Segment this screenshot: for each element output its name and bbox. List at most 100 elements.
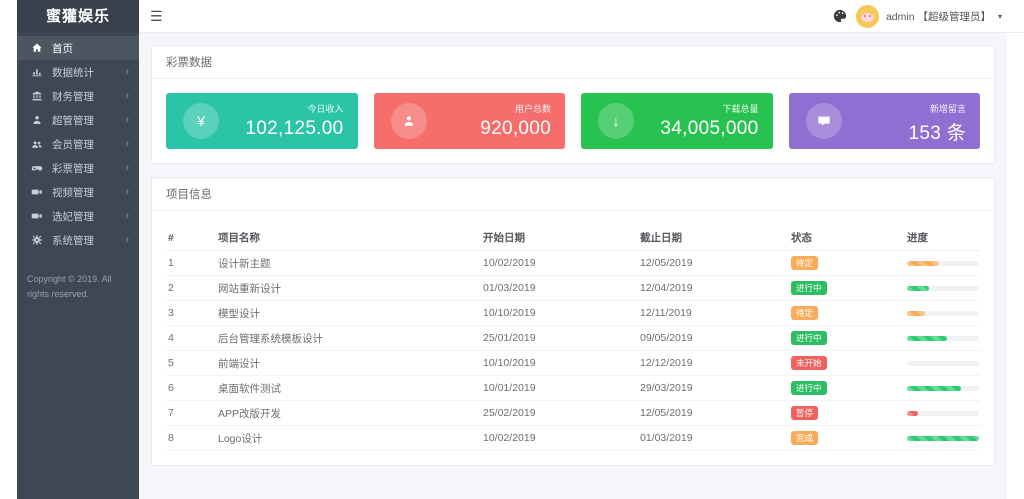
sidebar-item-finance[interactable]: 财务管理 › (17, 84, 139, 108)
sidebar-item-label: 数据统计 (52, 66, 94, 79)
sidebar-menu: 首页 数据统计 › 财务管理 › 超管管理 (17, 33, 139, 252)
table-row: 6 桌面软件测试 10/01/2019 29/03/2019 进行中 (166, 376, 980, 401)
table-row: 3 模型设计 10/10/2019 12/11/2019 待定 (166, 301, 980, 326)
cell-start-date: 10/02/2019 (483, 257, 536, 269)
user-icon (390, 103, 427, 139)
user-menu[interactable]: admin 【超级管理员】 ▾ (855, 4, 1002, 28)
sidebar-item-superadmin[interactable]: 超管管理 › (17, 108, 139, 132)
user-icon (31, 114, 43, 126)
progress-bar (907, 435, 979, 441)
cell-project-name: 前端设计 (218, 357, 260, 370)
projects-table: # 项目名称 开始日期 截止日期 状态 进度 1 设计新主题 10/02/201… (152, 211, 994, 465)
progress-bar (907, 385, 979, 391)
col-header-end: 截止日期 (640, 232, 682, 244)
cell-start-date: 10/01/2019 (483, 382, 536, 394)
sidebar-item-statistics[interactable]: 数据统计 › (17, 60, 139, 84)
progress-fill (907, 310, 925, 316)
cell-project-name: 网站重新设计 (218, 282, 281, 295)
bar-chart-icon (31, 66, 43, 78)
cell-index: 5 (168, 357, 174, 369)
stat-value: 102,125.00 (245, 118, 344, 139)
sidebar-item-label: 超管管理 (52, 114, 94, 127)
cell-end-date: 01/03/2019 (640, 432, 693, 444)
chevron-right-icon: › (125, 65, 129, 78)
stat-value: 153 条 (908, 123, 966, 144)
sidebar-item-label: 彩票管理 (52, 162, 94, 175)
cell-start-date: 01/03/2019 (483, 282, 536, 294)
chevron-right-icon: › (125, 113, 129, 126)
status-badge: 进行中 (791, 280, 827, 296)
progress-bar (907, 335, 979, 341)
copyright-text: Copyright © 2019. All rights reserved. (27, 274, 112, 300)
topbar: ☰ admin 【超级管理员】 ▾ (139, 0, 1024, 33)
stat-label: 新增留言 (929, 104, 966, 114)
cell-end-date: 29/03/2019 (640, 382, 693, 394)
chevron-right-icon: › (125, 89, 129, 102)
cell-end-date: 12/04/2019 (640, 282, 693, 294)
cell-end-date: 12/05/2019 (640, 407, 693, 419)
progress-bar (907, 285, 979, 291)
app-logo: 蜜獾娱乐 (17, 0, 139, 33)
cell-start-date: 25/01/2019 (483, 332, 536, 344)
sidebar-item-lottery[interactable]: 彩票管理 › (17, 156, 139, 180)
chevron-right-icon: › (125, 161, 129, 174)
sidebar-item-concubine[interactable]: 选妃管理 › (17, 204, 139, 228)
cell-project-name: Logo设计 (218, 432, 263, 445)
sidebar: 蜜獾娱乐 首页 数据统计 › 财务管理 › (17, 0, 139, 499)
cell-end-date: 12/05/2019 (640, 257, 693, 269)
progress-fill (907, 410, 918, 416)
sidebar-item-members[interactable]: 会员管理 › (17, 132, 139, 156)
sidebar-item-home[interactable]: 首页 (17, 36, 139, 60)
cell-index: 3 (168, 307, 174, 319)
sidebar-item-label: 视频管理 (52, 186, 94, 199)
status-badge: 待定 (791, 255, 819, 271)
video-camera-icon (31, 186, 43, 198)
cell-index: 4 (168, 332, 174, 344)
progress-bar (907, 410, 979, 416)
cell-start-date: 25/02/2019 (483, 407, 536, 419)
projects-panel: 项目信息 # 项目名称 开始日期 截止日期 状态 进度 1 设计新主题 10/0… (151, 177, 995, 466)
stat-cards: ¥ 今日收入 102,125.00 用户总数 920,000 (152, 79, 994, 163)
chat-bubble-icon (805, 103, 842, 139)
main-content: 彩票数据 ¥ 今日收入 102,125.00 用户总数 920,000 (139, 33, 1007, 499)
chevron-right-icon: › (125, 185, 129, 198)
download-icon: ↓ (598, 103, 634, 139)
stat-label: 下载总量 (722, 104, 759, 114)
cell-project-name: 设计新主题 (218, 257, 271, 270)
stat-card-income: ¥ 今日收入 102,125.00 (166, 93, 358, 149)
progress-fill (907, 285, 929, 291)
status-badge: 进行中 (791, 380, 827, 396)
cell-end-date: 09/05/2019 (640, 332, 693, 344)
sidebar-item-system[interactable]: 系统管理 › (17, 228, 139, 252)
table-row: 1 设计新主题 10/02/2019 12/05/2019 待定 (166, 251, 980, 276)
status-badge: 进行中 (791, 330, 827, 346)
cell-index: 8 (168, 432, 174, 444)
cell-project-name: 模型设计 (218, 307, 260, 320)
stat-card-users: 用户总数 920,000 (373, 93, 565, 149)
table-row: 7 APP改版开发 25/02/2019 12/05/2019 暂停 (166, 401, 980, 426)
admin-label: admin 【超级管理员】 (885, 10, 991, 23)
theme-palette-icon[interactable] (833, 9, 847, 23)
progress-bar (907, 360, 979, 366)
caret-down-icon: ▾ (997, 11, 1002, 21)
cell-end-date: 12/12/2019 (640, 357, 693, 369)
panel-title: 项目信息 (152, 178, 994, 211)
table-row: 5 前端设计 10/10/2019 12/12/2019 未开始 (166, 351, 980, 376)
stat-label: 今日收入 (307, 104, 344, 114)
status-badge: 暂停 (791, 405, 819, 421)
panel-title: 彩票数据 (152, 46, 994, 79)
table-row: 8 Logo设计 10/02/2019 01/03/2019 完成 (166, 426, 980, 451)
stat-label: 用户总数 (514, 104, 551, 114)
cell-project-name: 桌面软件测试 (218, 382, 281, 395)
table-row: 2 网站重新设计 01/03/2019 12/04/2019 进行中 (166, 276, 980, 301)
sidebar-item-video[interactable]: 视频管理 › (17, 180, 139, 204)
home-icon (31, 42, 43, 54)
chevron-right-icon: › (125, 137, 129, 150)
col-header-status: 状态 (791, 232, 812, 244)
sidebar-item-label: 系统管理 (52, 234, 94, 247)
table-header-row: # 项目名称 开始日期 截止日期 状态 进度 (166, 225, 980, 251)
hamburger-menu-icon[interactable]: ☰ (150, 7, 163, 24)
yen-icon: ¥ (183, 103, 219, 139)
col-header-progress: 进度 (907, 232, 928, 244)
gear-icon (31, 234, 43, 246)
